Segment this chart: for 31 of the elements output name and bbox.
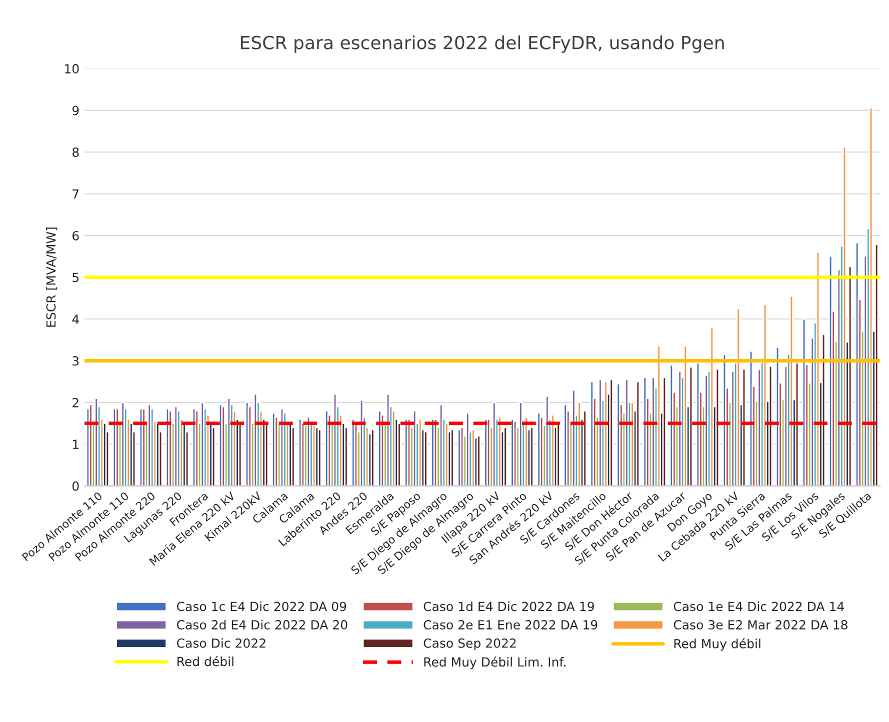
- y-tick-label: 9: [72, 106, 79, 116]
- bar: [318, 428, 322, 486]
- y-axis-title: ESCR [MVA/MW]: [46, 228, 58, 327]
- y-tick-label: 10: [65, 64, 79, 74]
- y-tick-label: 5: [72, 272, 78, 282]
- bar: [344, 426, 348, 486]
- legend-label: Red Muy débil: [674, 638, 760, 651]
- y-tick-label: 2: [72, 398, 78, 408]
- y-tick-label: 0: [72, 481, 79, 491]
- bar: [424, 430, 428, 486]
- y-tick-label: 3: [72, 356, 79, 366]
- legend-label: Red débil: [178, 656, 234, 666]
- y-tick-label: 6: [72, 230, 79, 240]
- legend-label: Caso Dic 2022: [176, 638, 266, 648]
- y-tick-label: 7: [72, 189, 79, 199]
- legend-label: Caso Sep 2022: [424, 638, 516, 650]
- y-tick-label: 4: [72, 314, 79, 324]
- bar: [264, 420, 269, 486]
- legend-label: Caso 2e E1 Ene 2022 DA 19: [424, 620, 598, 630]
- bar: [397, 422, 402, 486]
- y-tick-label: 8: [72, 148, 79, 157]
- legend-label: Red Muy Débil Lim. Inf.: [424, 656, 566, 670]
- y-tick-label: 1: [73, 440, 78, 449]
- bar: [211, 426, 216, 486]
- legend-label: Caso 1e E4 Dic 2022 DA 14: [674, 601, 844, 612]
- legend-label: Caso 1d E4 Dic 2022 DA 19: [424, 601, 594, 612]
- legend-label: Caso 2d E4 Dic 2022 DA 20: [176, 620, 348, 630]
- bar: [291, 426, 296, 486]
- chart-title: ESCR para escenarios 2022 del ECFyDR, usando Pgen: [241, 35, 724, 53]
- legend-label: Caso 1c E4 Dic 2022 DA 09: [176, 601, 346, 612]
- legend-label: Caso 3e E2 Mar 2022 DA 18: [674, 620, 848, 630]
